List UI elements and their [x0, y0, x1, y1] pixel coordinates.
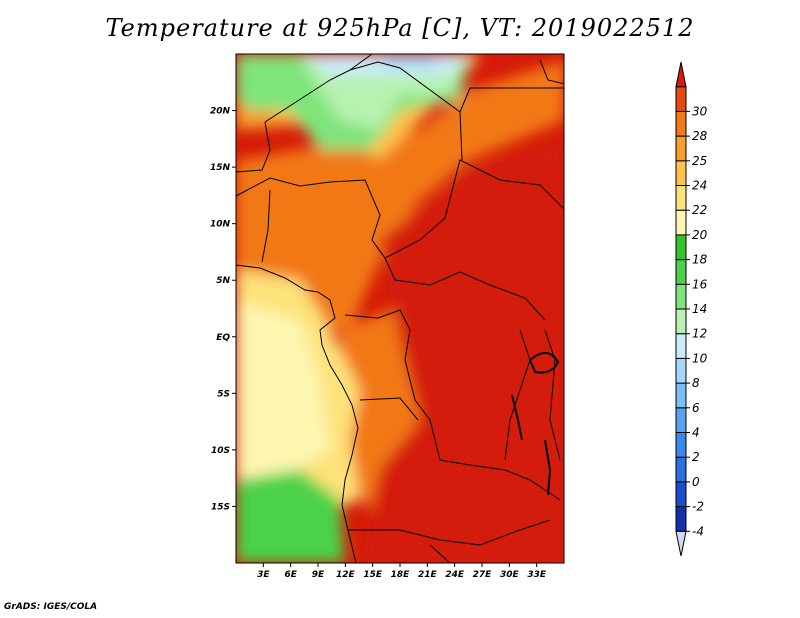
x-tick-label: 21E: [418, 570, 438, 580]
lake-victoria: [528, 352, 560, 374]
field-green-south: [236, 470, 345, 563]
colorbar-swatch: [675, 135, 687, 162]
colorbar-swatch: [675, 357, 687, 384]
x-tick-label: 9E: [312, 570, 325, 580]
x-tick-label: 30E: [500, 570, 520, 580]
border-central-1: [384, 257, 546, 321]
x-tick-label: 33E: [527, 570, 547, 580]
x-tick-label: 3E: [257, 570, 270, 580]
field-orange-north: [236, 60, 564, 330]
border-south-1: [348, 519, 551, 546]
colorbar-swatch: [675, 382, 687, 409]
colorbar-label: 6: [692, 401, 700, 415]
y-tick-label: 5S: [217, 389, 230, 399]
colorbar-label: 28: [692, 129, 708, 143]
border-north-2: [349, 54, 373, 71]
colorbar-label: 30: [692, 104, 708, 118]
colorbar-swatch: [675, 234, 687, 261]
colorbar-label: 8: [692, 376, 700, 390]
colorbar-swatch: [675, 407, 687, 433]
y-tick-label: 5N: [216, 276, 230, 286]
software-credit: GrADS: IGES/COLA: [4, 602, 98, 612]
border-east-1: [504, 329, 531, 461]
colorbar-swatch: [675, 432, 687, 458]
lake-malawi: [544, 439, 552, 496]
colorbar-swatch: [675, 308, 687, 335]
x-axis-ticks: 3E 6E 9E 12E 15E 18E 21E 24E 27E 30E 33E: [257, 563, 547, 580]
x-tick-label: 27E: [473, 570, 493, 580]
border-south-2: [429, 544, 451, 563]
border-sahel-1: [236, 177, 386, 259]
border-sahel-2: [384, 159, 564, 259]
border-east-2: [544, 329, 561, 461]
y-tick-label: 10S: [211, 446, 230, 456]
y-tick-label: EQ: [216, 333, 230, 343]
x-tick-label: 18E: [391, 570, 411, 580]
y-tick-label: 10N: [210, 220, 231, 230]
y-axis-ticks: 20N 15N 10N 5N EQ 5S 10S 15S: [210, 107, 236, 512]
colorbar-swatch: [675, 506, 687, 532]
colorbar-swatch: [675, 209, 687, 236]
chart-title: Temperature at 925hPa [C], VT: 201902251…: [105, 14, 695, 42]
colorbar-swatch: [675, 185, 687, 211]
colorbar-label: 2: [692, 450, 700, 464]
border-north-3: [459, 87, 564, 113]
x-tick-label: 12E: [336, 570, 356, 580]
y-tick-label: 15N: [210, 163, 231, 173]
colorbar-label: 20: [692, 228, 708, 242]
colorbar-swatch: [675, 333, 687, 359]
colorbar-swatch: [675, 481, 687, 508]
colorbar-swatch: [675, 86, 687, 112]
lake-tanganyika: [511, 394, 523, 441]
border-central-2: [344, 309, 561, 501]
lakes: [511, 352, 560, 496]
colorbar-swatch: [675, 160, 687, 187]
colorbar-swatch: [675, 61, 687, 88]
colorbar-label: 12: [692, 327, 707, 341]
y-tick-label: 20N: [210, 107, 231, 117]
colorbar-label: -2: [692, 500, 704, 514]
border-west-1: [236, 121, 271, 173]
colorbar-swatch: [675, 283, 687, 310]
border-west-2: [261, 189, 271, 263]
colorbar-swatch: [675, 259, 687, 285]
field-ocean-pale: [236, 300, 330, 480]
colorbar-swatch: [675, 530, 687, 557]
field-red-core: [360, 140, 564, 563]
colorbar-swatch: [675, 456, 687, 483]
colorbar-swatch: [675, 110, 687, 137]
y-tick-label: 15S: [211, 502, 230, 512]
colorbar-label: 16: [692, 277, 708, 291]
map-field: [236, 54, 564, 563]
colorbar-label: 4: [692, 426, 700, 440]
x-tick-label: 24E: [445, 570, 465, 580]
colorbar-label: 10: [692, 351, 708, 365]
country-borders: [236, 54, 564, 563]
x-tick-label: 15E: [363, 570, 383, 580]
border-east-3: [539, 59, 564, 85]
colorbar-label: 18: [692, 253, 708, 267]
colorbar-label: -4: [692, 524, 704, 538]
colorbar-label: 0: [692, 475, 700, 489]
border-central-3: [359, 397, 419, 421]
colorbar-label: 22: [692, 203, 707, 217]
colorbar-label: 24: [692, 179, 707, 193]
x-tick-label: 6E: [284, 570, 297, 580]
colorbar-label: 25: [692, 154, 707, 168]
coastline: [236, 264, 359, 563]
colorbar-label: 14: [692, 302, 707, 316]
field-blue-north: [380, 54, 440, 68]
